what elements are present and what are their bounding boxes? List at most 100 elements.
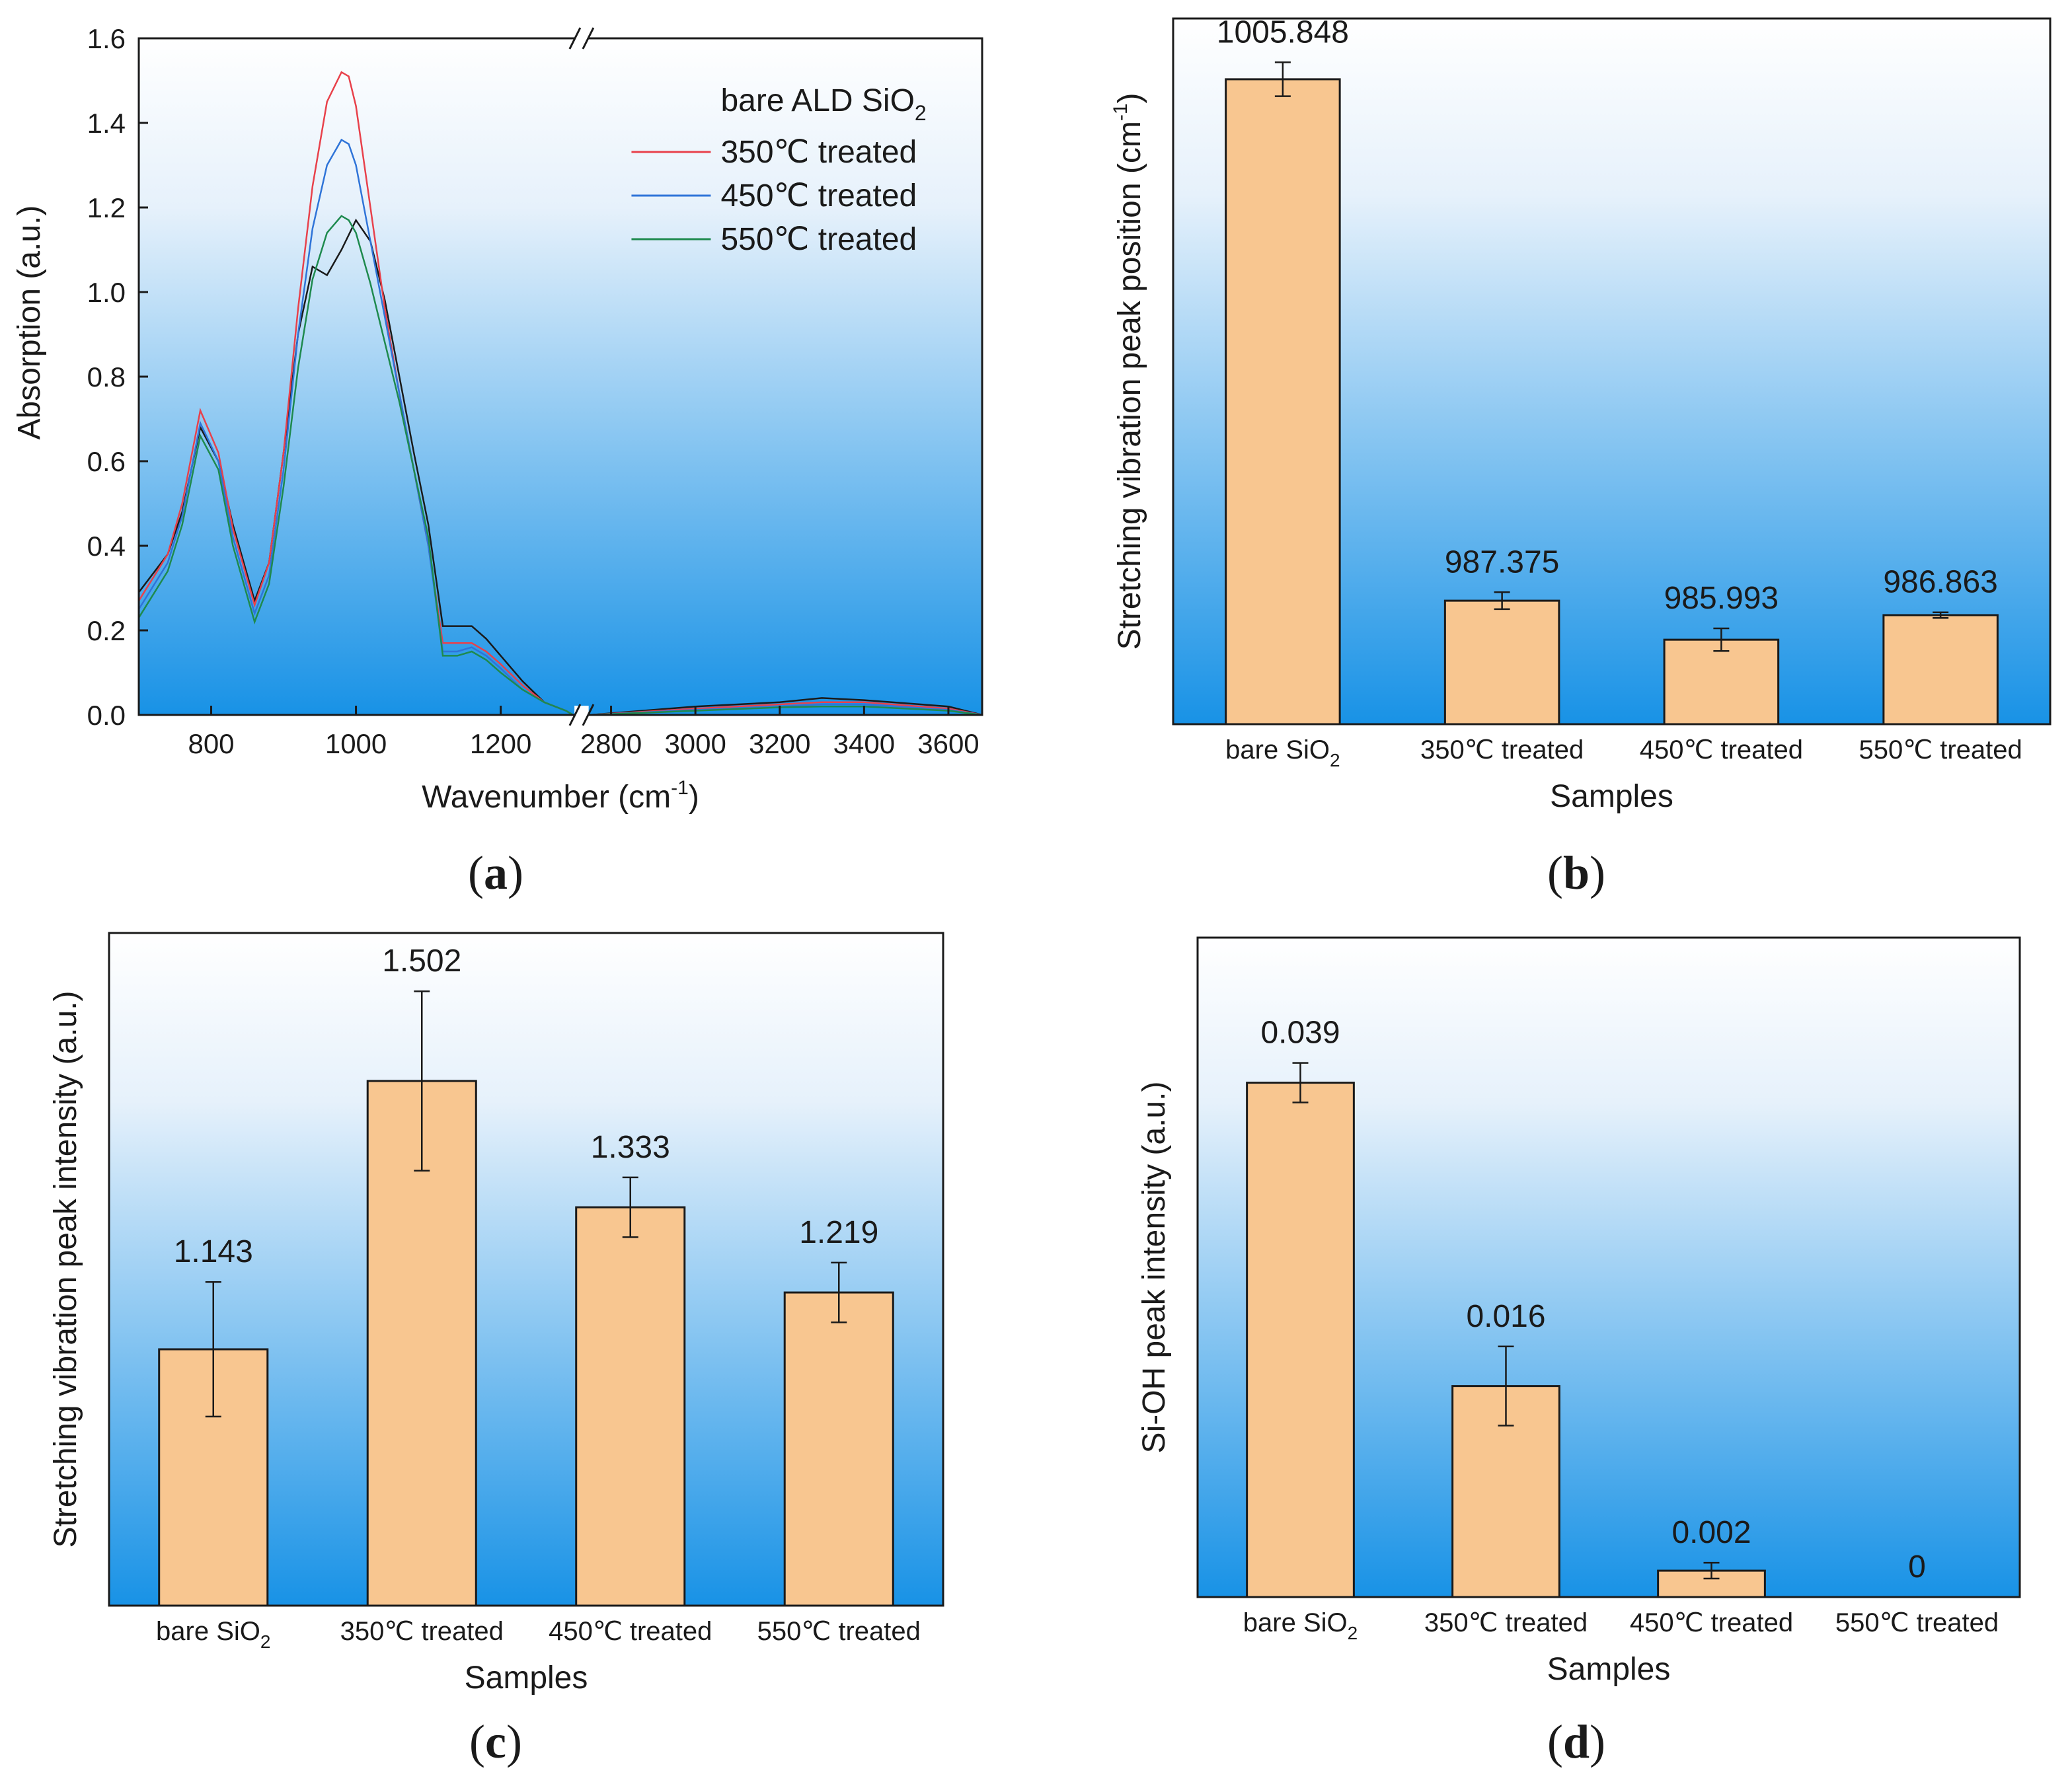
caption-close-paren: ) [1590, 846, 1605, 899]
y-tick-label: 1.4 [87, 108, 126, 139]
x-tick-label: 3600 [917, 728, 979, 759]
legend-entry-label: 350℃ treated [720, 135, 917, 170]
caption-letter: c [485, 1715, 506, 1768]
x-axis-title: Wavenumber (cm-1) [422, 777, 699, 815]
x-category-label-sub: 2 [1330, 750, 1340, 770]
caption-close-paren: ) [1590, 1715, 1605, 1768]
y-tick-label: 0.2 [87, 615, 126, 646]
series-line-green-segment-1 [137, 215, 574, 716]
caption-close-paren: ) [508, 846, 523, 899]
data-label: 1005.848 [1217, 15, 1349, 50]
x-tick-label: 2800 [580, 728, 642, 759]
x-category-label-text: 350℃ treated [1424, 1608, 1588, 1637]
plot-border-c [108, 932, 944, 1607]
x-category-label-text: bare SiO [156, 1617, 260, 1646]
data-label: 1.333 [591, 1130, 670, 1165]
x-axis-title-end: ) [689, 780, 699, 815]
x-category-label: bare SiO2 [1225, 735, 1340, 770]
x-category-label-text: 550℃ treated [1835, 1608, 1999, 1637]
caption-open-paren: ( [468, 846, 484, 899]
y-tick-label: 0.8 [87, 361, 126, 392]
axis-break-mark [568, 27, 582, 50]
caption-letter: b [1563, 846, 1590, 899]
x-category-label: 450℃ treated [1640, 735, 1803, 764]
y-axis-title: Stretching vibration peak position (cm-1… [1110, 93, 1147, 650]
caption-open-paren: ( [1547, 1715, 1563, 1768]
x-tick-label: 3200 [749, 728, 810, 759]
caption-panel-c: (c) [469, 1715, 522, 1768]
axis-break-gap-top [574, 29, 589, 48]
caption-open-paren: ( [1547, 846, 1563, 899]
y-tick-label: 0.4 [87, 531, 126, 562]
x-category-label-text: 350℃ treated [340, 1617, 504, 1646]
x-category-label: 450℃ treated [1630, 1608, 1793, 1637]
plot-border-b [1172, 17, 2052, 726]
x-category-label-text: 350℃ treated [1420, 735, 1584, 764]
x-tick-label: 1200 [470, 728, 531, 759]
caption-open-paren: ( [469, 1715, 485, 1768]
legend-entry-label: 550℃ treated [720, 222, 917, 257]
caption-letter: a [484, 846, 508, 899]
plot-border-d [1196, 936, 2021, 1598]
data-label: 987.375 [1445, 544, 1560, 579]
data-label: 1.219 [799, 1215, 878, 1250]
data-label: 0.016 [1466, 1299, 1545, 1334]
y-tick-label: 1.6 [87, 23, 126, 54]
bar-1 [1246, 1082, 1355, 1598]
x-tick-label: 800 [188, 728, 234, 759]
y-axis-title: Si-OH peak intensity (a.u.) [1137, 1082, 1172, 1454]
x-category-label-text: bare SiO [1225, 735, 1330, 764]
x-tick-label: 3400 [833, 728, 895, 759]
x-tick-label: 3000 [664, 728, 726, 759]
x-category-label: 350℃ treated [1424, 1608, 1588, 1637]
x-tick-label: 1000 [325, 728, 387, 759]
data-label: 985.993 [1664, 581, 1779, 616]
y-tick-label: 0.6 [87, 446, 126, 477]
caption-panel-b: (b) [1547, 846, 1605, 899]
x-category-label: 550℃ treated [1859, 735, 2022, 764]
x-category-label: bare SiO2 [156, 1617, 270, 1652]
data-label: 986.863 [1883, 565, 1998, 600]
bar-4 [783, 1291, 894, 1607]
x-category-label: 550℃ treated [1835, 1608, 1999, 1637]
y-tick-label: 1.2 [87, 192, 126, 223]
x-axis-title-text: Wavenumber (cm [422, 780, 671, 815]
legend-title-sub: 2 [915, 101, 927, 125]
bar-1 [1225, 78, 1341, 726]
x-axis-title-sup: -1 [671, 777, 689, 799]
bar-3 [575, 1206, 686, 1607]
x-axis-title: Samples [465, 1660, 588, 1695]
legend-entry-label: 450℃ treated [720, 178, 917, 213]
x-category-label: bare SiO2 [1243, 1608, 1358, 1643]
y-axis-title-text: Si-OH peak intensity (a.u.) [1137, 1082, 1172, 1454]
y-tick-label: 0.0 [87, 700, 126, 731]
x-category-label-sub: 2 [260, 1631, 271, 1652]
y-axis-title-end: ) [1112, 93, 1147, 103]
x-category-label-sub: 2 [1348, 1623, 1358, 1643]
x-axis-title: Samples [1550, 779, 1673, 814]
legend-title-text: bare ALD SiO [720, 83, 914, 118]
x-category-label-text: 450℃ treated [549, 1617, 712, 1646]
data-label: 0 [1908, 1549, 1926, 1584]
x-category-label-text: 450℃ treated [1630, 1608, 1793, 1637]
caption-letter: d [1563, 1715, 1590, 1768]
data-label: 1.502 [382, 944, 461, 979]
x-category-label-text: 550℃ treated [1859, 735, 2022, 764]
y-axis-title-sup: -1 [1110, 103, 1132, 121]
axis-break-mark [568, 704, 582, 726]
data-label: 0.002 [1671, 1515, 1751, 1550]
x-category-label: 550℃ treated [757, 1617, 921, 1646]
bar-3 [1663, 638, 1780, 726]
y-axis-title-text: Stretching vibration peak intensity (a.u… [48, 990, 83, 1547]
x-category-label: 350℃ treated [1420, 735, 1584, 764]
x-category-label: 450℃ treated [549, 1617, 712, 1646]
plot-background-a [139, 38, 982, 715]
axis-break-mark [582, 704, 595, 726]
x-axis-title: Samples [1547, 1652, 1671, 1687]
data-label: 1.143 [174, 1234, 253, 1269]
caption-panel-d: (d) [1547, 1715, 1605, 1768]
x-category-label: 350℃ treated [340, 1617, 504, 1646]
x-category-label-text: bare SiO [1243, 1608, 1348, 1637]
axis-break-gap-bottom [574, 706, 589, 724]
